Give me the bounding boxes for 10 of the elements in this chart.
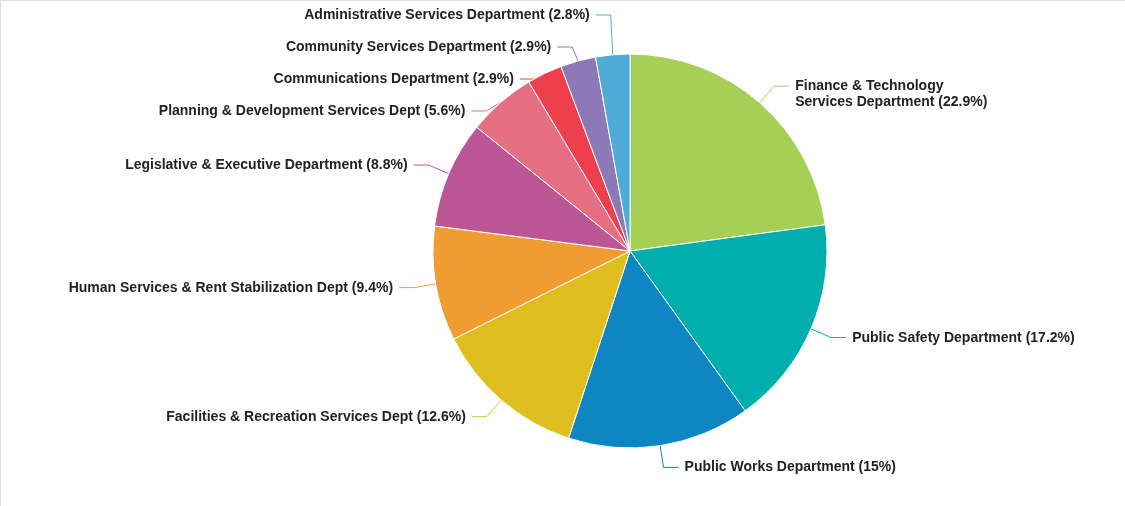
slice-label: Public Safety Department (17.2%) [852, 328, 1075, 345]
slice-label: Finance & Technology Services Department (22.9%) [795, 77, 988, 110]
slice-label: Facilities & Recreation Services Dept (12.6%) [166, 407, 466, 424]
slice-label: Public Works Department (15%) [684, 458, 896, 475]
slice-label: Legislative & Executive Department (8.8%) [125, 156, 408, 173]
slice-label: Administrative Services Department (2.8%) [304, 6, 590, 22]
slice-label: Communications Department (2.9%) [273, 70, 514, 86]
slice-label: Community Services Department (2.9%) [285, 38, 552, 54]
slice-label: Human Services & Rent Stabilization Dept (9.4%) [68, 278, 394, 295]
slice-label: Planning & Development Services Dept (5.6%) [158, 102, 466, 118]
